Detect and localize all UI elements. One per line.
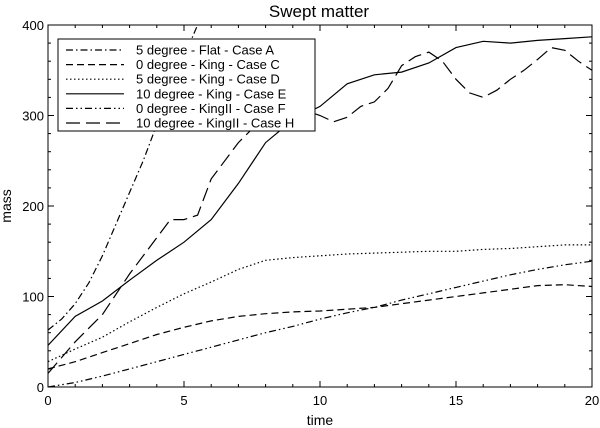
legend-label-1: 5 degree - Flat - Case A (136, 43, 274, 58)
legend-box (57, 38, 316, 132)
legend-label-5: 0 degree - KingII - Case F (136, 101, 286, 116)
y-tick-label: 0 (37, 380, 44, 395)
y-axis-label: mass (0, 189, 14, 222)
y-tick-label: 100 (22, 290, 44, 305)
series-line-5 (48, 260, 592, 387)
x-tick-label: 5 (180, 393, 187, 408)
series-line-3 (48, 244, 592, 363)
legend-label-2: 0 degree - King - Case C (136, 57, 280, 72)
y-tick-label: 300 (22, 109, 44, 124)
x-axis-ticks: 0 5 10 15 20 (44, 25, 599, 408)
x-tick-label: 10 (313, 393, 327, 408)
legend-label-6: 10 degree - KingII - Case H (136, 116, 294, 131)
y-axis-ticks: 0 100 200 300 400 (22, 18, 592, 395)
chart-title: Swept matter (269, 2, 369, 21)
x-tick-label: 15 (449, 393, 463, 408)
x-axis-label: time (307, 412, 334, 428)
x-tick-label: 20 (585, 393, 599, 408)
series-line-2 (48, 284, 592, 370)
legend: 5 degree - Flat - Case A0 degree - King … (57, 38, 316, 132)
legend-label-4: 10 degree - King - Case E (136, 86, 287, 101)
x-tick-label: 0 (44, 393, 51, 408)
series-line-4 (48, 36, 592, 346)
series-line-6 (48, 46, 592, 374)
legend-label-3: 5 degree - King - Case D (136, 72, 280, 87)
y-tick-label: 400 (22, 18, 44, 33)
y-tick-label: 200 (22, 199, 44, 214)
